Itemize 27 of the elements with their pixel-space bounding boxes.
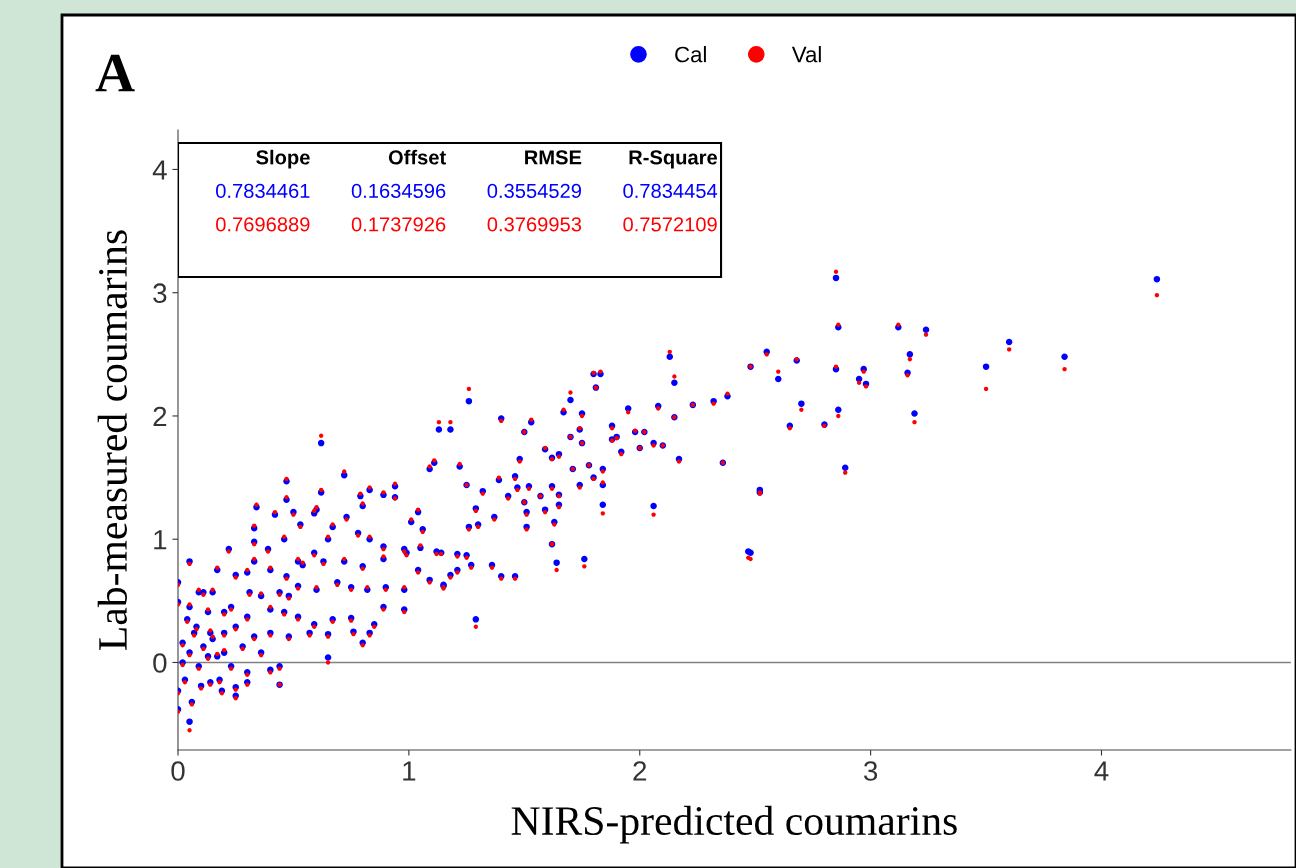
text: A (95, 54, 135, 92)
annotation: 0.1634596 (351, 183, 446, 199)
y-tick-label: 4 (152, 160, 167, 180)
annotation: 0.1737926 (351, 217, 446, 232)
annotation: 0.7834454 (623, 183, 718, 199)
y-tick-label: 2 (153, 406, 167, 427)
x-tick-label: 4 (1094, 761, 1109, 781)
y-tick-label: 0 (153, 653, 167, 673)
y-tick-label: 3 (153, 283, 167, 304)
x-axis-title: NIRS-predicted coumarins (511, 805, 957, 844)
annotation: RMSE (525, 150, 582, 165)
annotation: 0.3769953 (487, 217, 582, 232)
x-tick-label: 3 (863, 761, 878, 781)
legend-label: Cal (675, 46, 706, 63)
annotation: R-Square (629, 150, 718, 169)
annotation: Slope (256, 149, 310, 169)
x-tick-label: 2 (633, 761, 647, 781)
annotation: 0.7572109 (623, 217, 717, 232)
x-tick-label: 0 (171, 761, 185, 781)
y-axis-title: Lab-measured coumarins (97, 230, 128, 650)
x-tick-label: 1 (403, 761, 416, 781)
y-tick-label: 1 (154, 530, 167, 550)
annotation: 0.7834461 (216, 183, 310, 199)
annotation: Offset (388, 149, 446, 165)
annotation: 0.3554529 (487, 183, 582, 199)
annotation: 0.7696889 (216, 217, 310, 232)
legend-label: Val (791, 46, 821, 63)
